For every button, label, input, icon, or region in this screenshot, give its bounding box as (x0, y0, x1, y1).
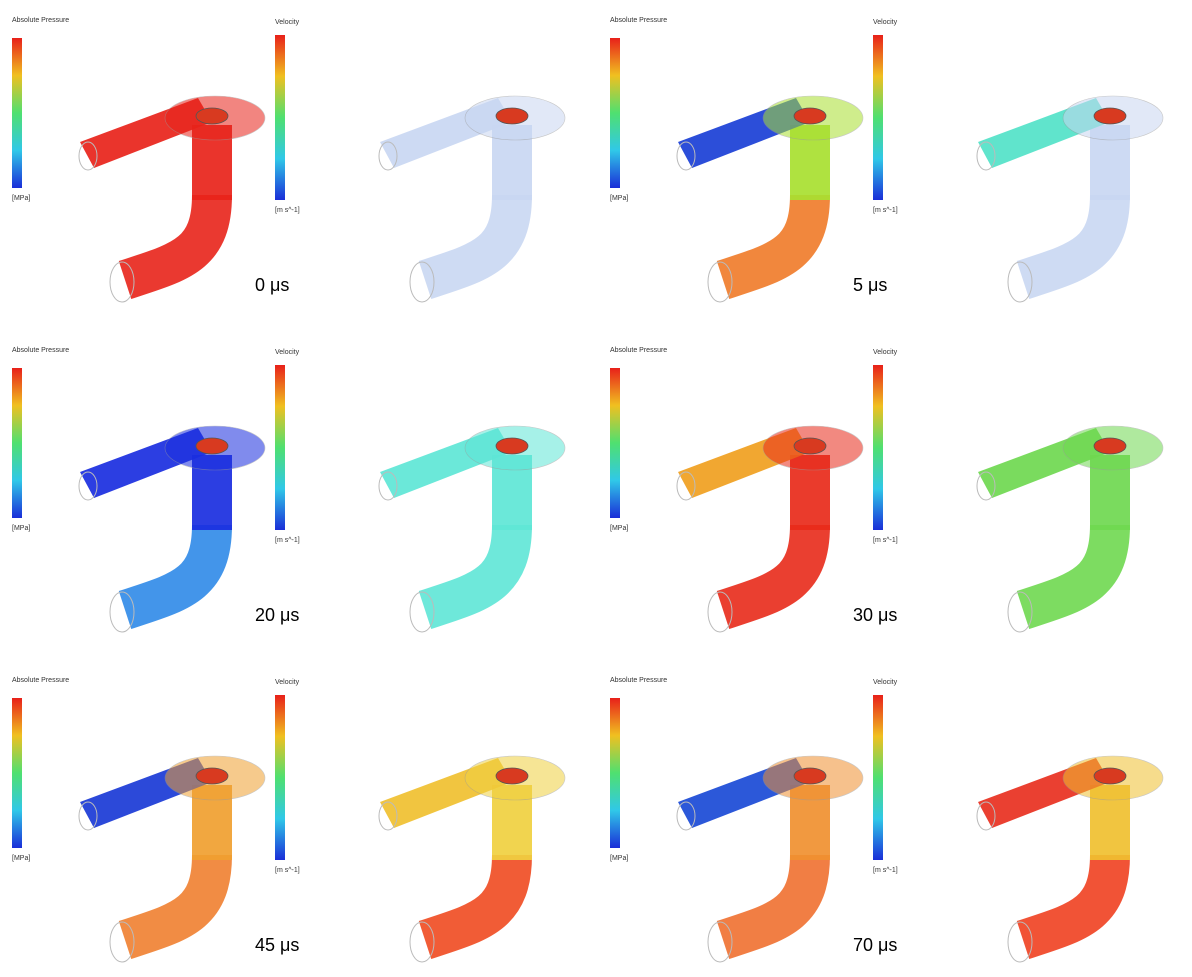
impeller (196, 438, 228, 454)
velocity-unit: [m s^-1] (275, 207, 300, 214)
bend-pipe (425, 855, 512, 940)
pressure-colorbar (12, 368, 22, 518)
impeller (794, 768, 826, 784)
velocity-colorbar (873, 695, 883, 860)
impeller (196, 108, 228, 124)
panel: Absolute Pressure [MPa] Velocity [m s^-1] 5 … (610, 17, 1163, 302)
pressure-unit: [MPa] (610, 855, 628, 862)
bend-pipe (125, 525, 212, 610)
impeller (794, 438, 826, 454)
pressure-colorbar (610, 38, 620, 188)
velocity-title: Velocity (873, 19, 898, 26)
pressure-colorbar (610, 698, 620, 848)
velocity-unit: [m s^-1] (873, 537, 898, 544)
pressure-colorbar (12, 698, 22, 848)
bend-pipe (125, 195, 212, 280)
pressure-title: Absolute Pressure (610, 677, 667, 684)
pressure-colorbar (610, 368, 620, 518)
pressure-title: Absolute Pressure (12, 347, 69, 354)
velocity-title: Velocity (275, 679, 300, 686)
pressure-title: Absolute Pressure (610, 347, 667, 354)
velocity-title: Velocity (873, 679, 898, 686)
impeller (496, 108, 528, 124)
velocity-title: Velocity (275, 19, 300, 26)
time-label: 5 μs (853, 275, 887, 295)
time-label: 45 μs (255, 935, 299, 955)
bend-pipe (425, 195, 512, 280)
panel: Absolute Pressure [MPa] Velocity [m s^-1] 70… (610, 677, 1163, 962)
bend-pipe (723, 855, 810, 940)
pressure-unit: [MPa] (12, 525, 30, 532)
velocity-unit: [m s^-1] (873, 207, 898, 214)
pressure-title: Absolute Pressure (12, 677, 69, 684)
velocity-unit: [m s^-1] (873, 867, 898, 874)
panel: Absolute Pressure [MPa] Velocity [m s^-1] 20… (12, 347, 565, 632)
time-label: 0 μs (255, 275, 289, 295)
velocity-colorbar (275, 365, 285, 530)
pressure-unit: [MPa] (610, 195, 628, 202)
panel: Absolute Pressure [MPa] Velocity [m s^-1] 30… (610, 347, 1163, 632)
velocity-unit: [m s^-1] (275, 537, 300, 544)
pressure-unit: [MPa] (12, 195, 30, 202)
velocity-unit: [m s^-1] (275, 867, 300, 874)
velocity-colorbar (275, 35, 285, 200)
figure: Absolute Pressure [MPa] Velocity [m s^-1] 0 … (0, 0, 1192, 972)
impeller (1094, 108, 1126, 124)
time-label: 70 μs (853, 935, 897, 955)
panel: Absolute Pressure [MPa] Velocity [m s^-1] 0 … (12, 17, 565, 302)
velocity-colorbar (275, 695, 285, 860)
time-label: 30 μs (853, 605, 897, 625)
bend-pipe (1023, 195, 1110, 280)
bend-pipe (1023, 525, 1110, 610)
pressure-unit: [MPa] (12, 855, 30, 862)
impeller (1094, 438, 1126, 454)
time-label: 20 μs (255, 605, 299, 625)
pressure-colorbar (12, 38, 22, 188)
pressure-title: Absolute Pressure (12, 17, 69, 24)
bend-pipe (425, 525, 512, 610)
velocity-colorbar (873, 365, 883, 530)
bend-pipe (1023, 855, 1110, 940)
panel: Absolute Pressure [MPa] Velocity [m s^-1] 45… (12, 677, 565, 962)
bend-pipe (723, 525, 810, 610)
impeller (196, 768, 228, 784)
pressure-title: Absolute Pressure (610, 17, 667, 24)
pressure-unit: [MPa] (610, 525, 628, 532)
impeller (1094, 768, 1126, 784)
velocity-title: Velocity (275, 349, 300, 356)
impeller (496, 438, 528, 454)
impeller (496, 768, 528, 784)
velocity-colorbar (873, 35, 883, 200)
impeller (794, 108, 826, 124)
velocity-title: Velocity (873, 349, 898, 356)
bend-pipe (723, 195, 810, 280)
bend-pipe (125, 855, 212, 940)
